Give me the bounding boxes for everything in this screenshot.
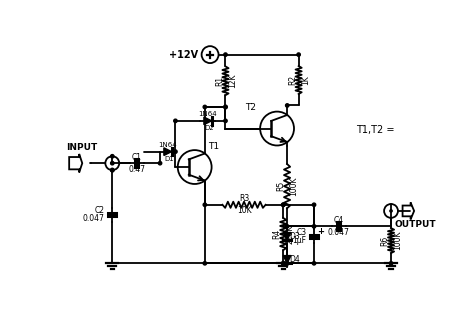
Text: +12V: +12V xyxy=(169,50,198,60)
Circle shape xyxy=(282,262,285,265)
Text: 100K: 100K xyxy=(290,176,298,196)
Polygon shape xyxy=(283,232,291,240)
Circle shape xyxy=(282,262,285,265)
Text: T2: T2 xyxy=(245,103,256,112)
Text: 10K: 10K xyxy=(237,206,251,215)
Circle shape xyxy=(224,105,227,109)
Text: 0.047: 0.047 xyxy=(328,228,350,237)
Text: 220K: 220K xyxy=(286,224,295,244)
Circle shape xyxy=(313,203,316,207)
Text: 0.047: 0.047 xyxy=(83,214,105,223)
Polygon shape xyxy=(283,256,291,263)
Text: INPUT: INPUT xyxy=(66,143,97,152)
Circle shape xyxy=(203,105,206,109)
Circle shape xyxy=(313,225,316,228)
Text: C3: C3 xyxy=(296,228,306,237)
Circle shape xyxy=(285,262,289,265)
Circle shape xyxy=(111,162,113,164)
Text: R2: R2 xyxy=(288,75,297,85)
Text: C4: C4 xyxy=(334,216,344,225)
Text: 1K: 1K xyxy=(301,75,310,85)
Text: R5: R5 xyxy=(276,181,285,191)
Circle shape xyxy=(390,210,392,212)
Circle shape xyxy=(282,203,285,207)
Text: R6: R6 xyxy=(380,236,389,246)
Circle shape xyxy=(282,203,285,207)
Text: 1N64: 1N64 xyxy=(158,142,177,148)
Text: 100K: 100K xyxy=(393,231,402,250)
Text: 1μF: 1μF xyxy=(292,236,306,245)
Circle shape xyxy=(389,262,393,265)
Circle shape xyxy=(110,154,114,158)
Text: D1: D1 xyxy=(164,155,174,162)
Circle shape xyxy=(286,104,289,107)
Circle shape xyxy=(313,262,316,265)
Circle shape xyxy=(224,53,227,56)
Circle shape xyxy=(285,225,289,228)
Circle shape xyxy=(224,119,227,122)
Circle shape xyxy=(203,262,206,265)
Circle shape xyxy=(110,168,114,172)
Circle shape xyxy=(158,161,162,165)
Text: T1,T2 =: T1,T2 = xyxy=(356,125,395,135)
Text: 12K: 12K xyxy=(228,73,237,88)
Text: 0.47: 0.47 xyxy=(128,165,145,174)
Text: OUTPUT: OUTPUT xyxy=(395,220,437,229)
Text: C2: C2 xyxy=(94,206,105,215)
Text: D4: D4 xyxy=(290,255,300,264)
Polygon shape xyxy=(204,117,212,125)
Polygon shape xyxy=(164,148,172,155)
Circle shape xyxy=(110,161,114,165)
Circle shape xyxy=(110,168,114,172)
Circle shape xyxy=(297,53,300,56)
Text: D2: D2 xyxy=(204,125,214,131)
Text: R3: R3 xyxy=(239,194,249,203)
Circle shape xyxy=(224,105,227,109)
Text: C1: C1 xyxy=(132,153,142,161)
Text: D3: D3 xyxy=(290,232,300,241)
Circle shape xyxy=(174,150,177,153)
Circle shape xyxy=(285,262,289,265)
Text: R4: R4 xyxy=(273,229,282,239)
Text: 1N64: 1N64 xyxy=(198,111,217,117)
Circle shape xyxy=(203,203,206,207)
Circle shape xyxy=(174,119,177,122)
Text: +: + xyxy=(317,227,324,236)
Text: T1: T1 xyxy=(208,142,219,151)
Text: R1: R1 xyxy=(215,76,224,86)
